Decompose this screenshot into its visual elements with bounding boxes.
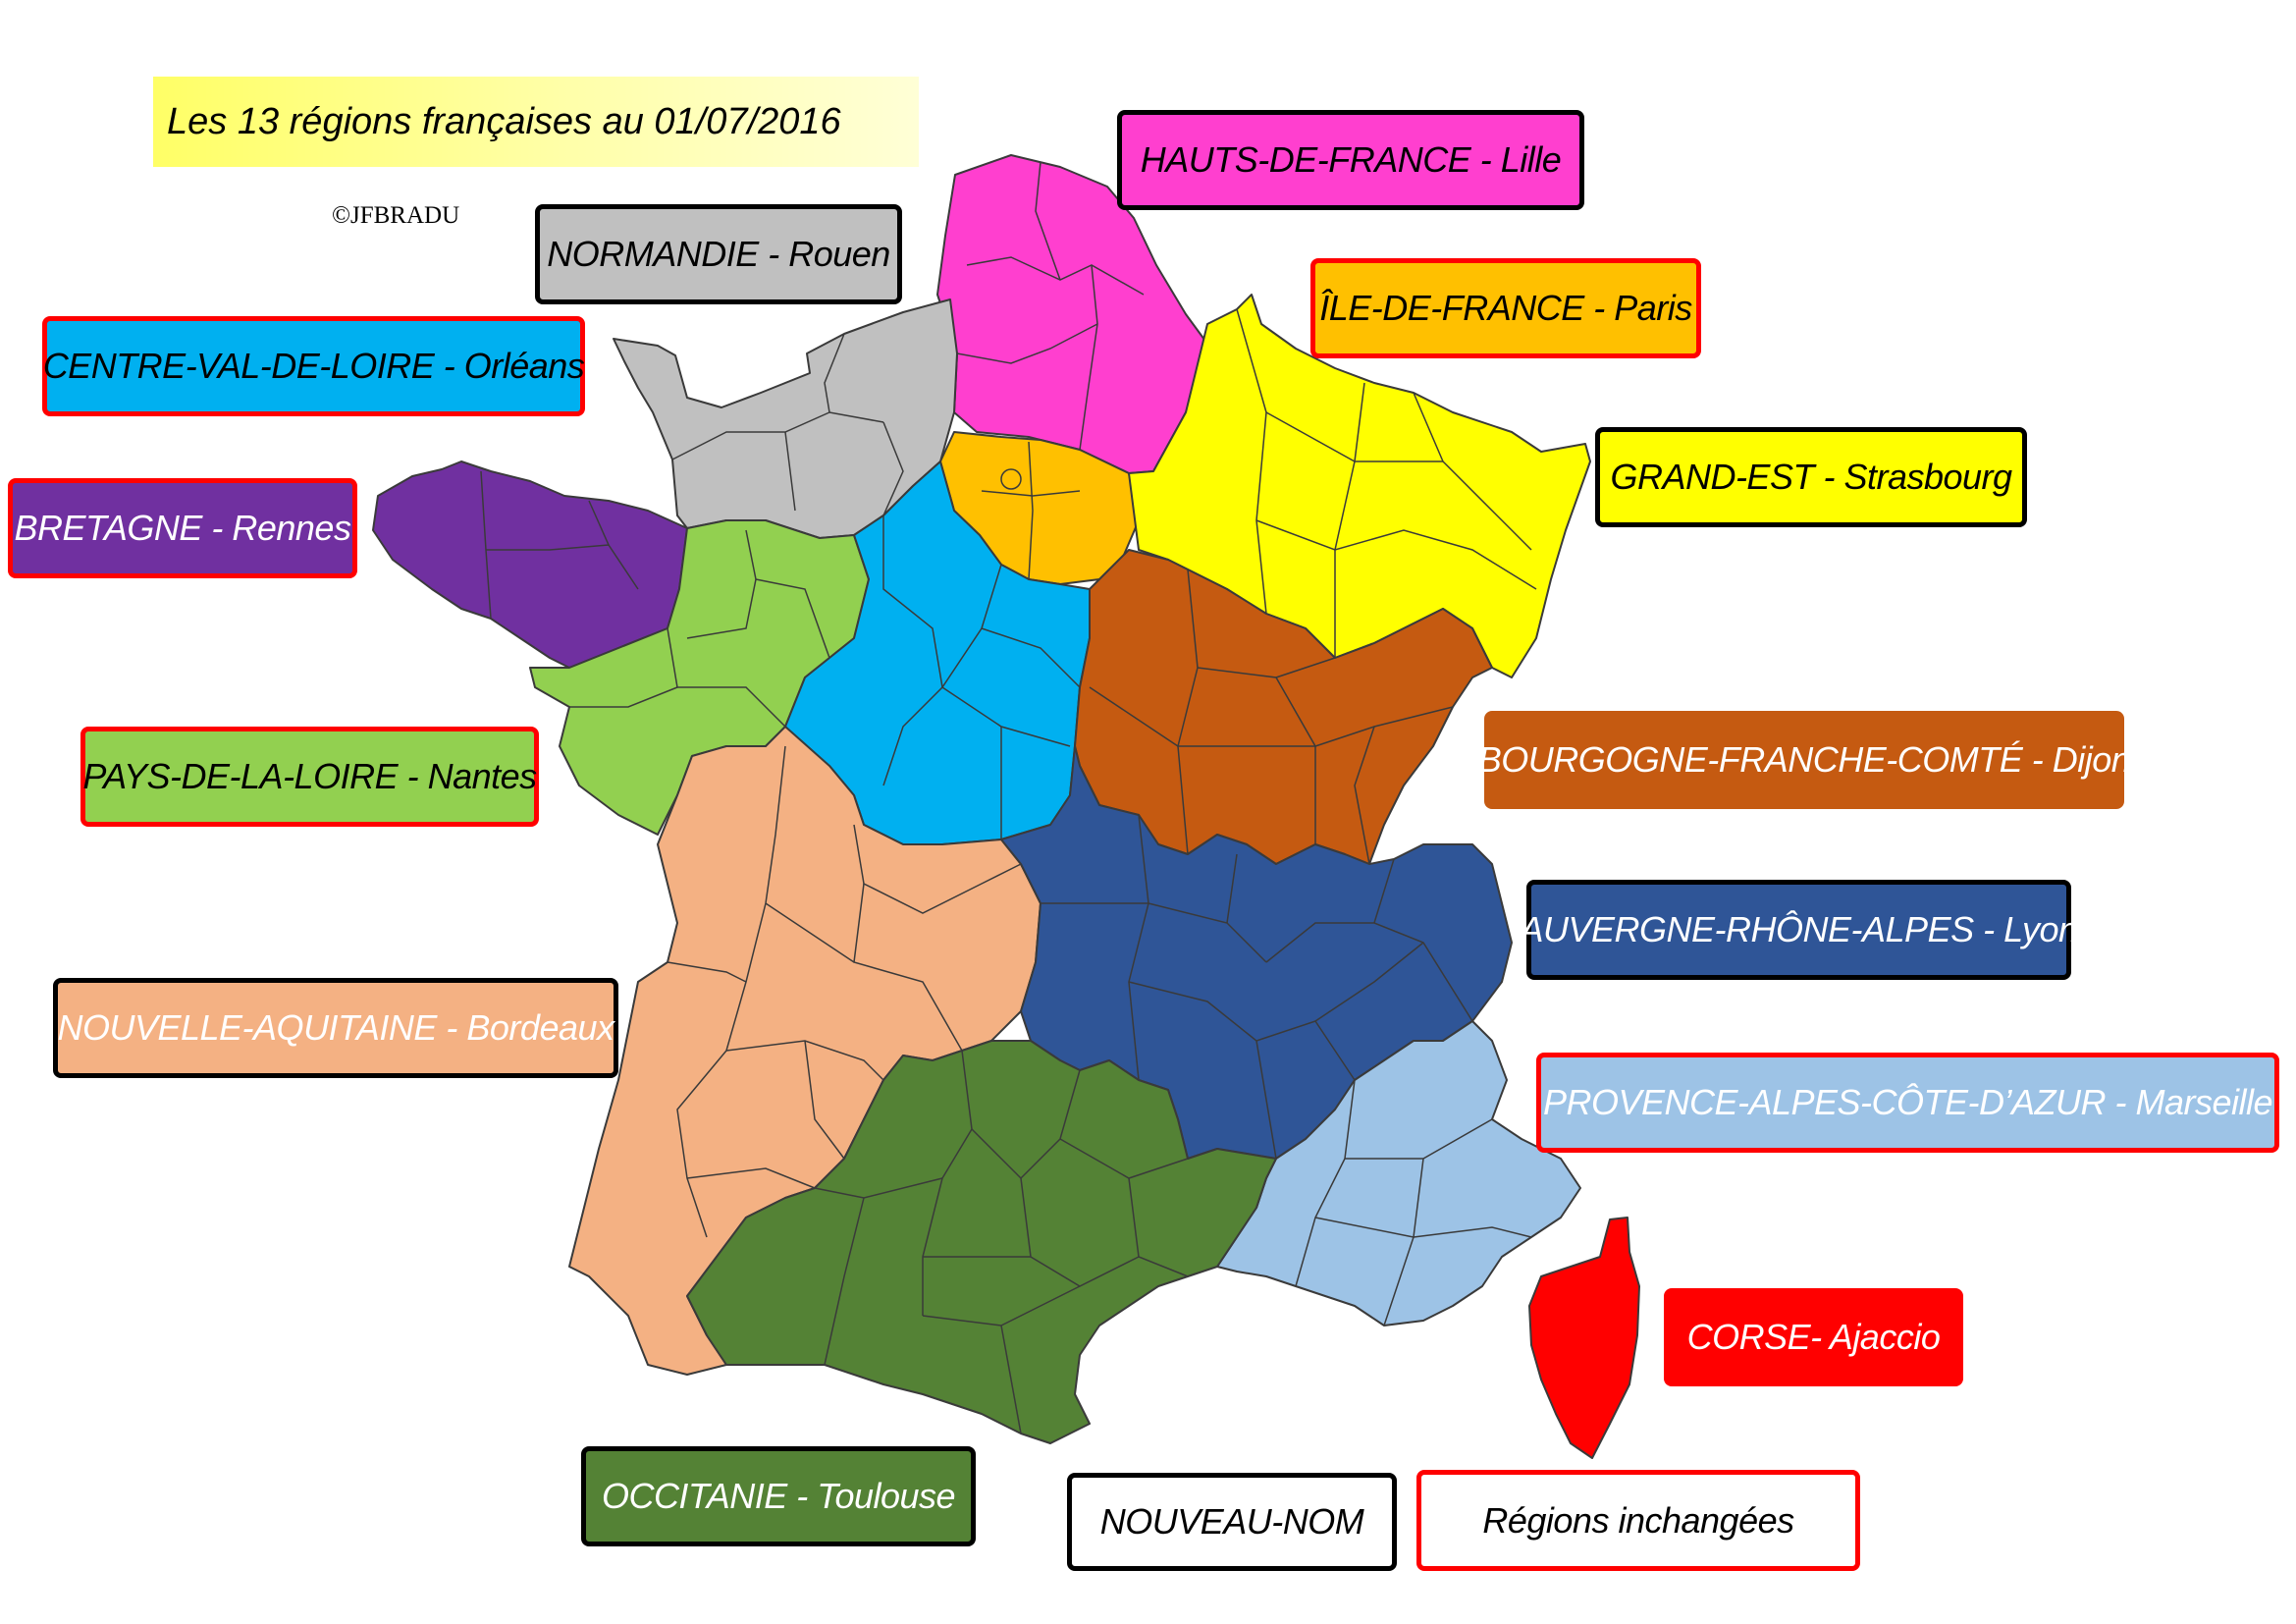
label-bretagne[interactable]: BRETAGNE - Rennes	[8, 478, 357, 578]
label-text: CENTRE-VAL-DE-LOIRE - Orléans	[42, 346, 585, 386]
label-text: BRETAGNE - Rennes	[14, 508, 351, 548]
label-text: PROVENCE-ALPES-CÔTE-D’AZUR - Marseille	[1542, 1082, 2273, 1122]
label-text: AUVERGNE-RHÔNE-ALPES - Lyon	[1520, 909, 2079, 949]
label-pays-de-la-loire[interactable]: PAYS-DE-LA-LOIRE - Nantes	[80, 727, 539, 827]
label-text: NORMANDIE - Rouen	[547, 234, 890, 274]
label-text: ÎLE-DE-FRANCE - Paris	[1319, 288, 1692, 328]
label-hauts-de-france[interactable]: HAUTS-DE-FRANCE - Lille	[1117, 110, 1584, 210]
paca-department-lines	[1295, 1079, 1532, 1326]
map-title: Les 13 régions françaises au 01/07/2016	[153, 77, 919, 167]
label-nouvelle-aquitaine[interactable]: NOUVELLE-AQUITAINE - Bordeaux	[53, 978, 618, 1078]
legend-unchanged-regions: Régions inchangées	[1416, 1470, 1860, 1571]
label-occitanie[interactable]: OCCITANIE - Toulouse	[581, 1446, 976, 1546]
label-normandie[interactable]: NORMANDIE - Rouen	[535, 204, 902, 304]
legend-new-name-text: NOUVEAU-NOM	[1099, 1501, 1364, 1542]
region-corse[interactable]	[1528, 1217, 1640, 1459]
occ-department-lines	[814, 1050, 1189, 1435]
pdl-department-lines	[569, 529, 830, 728]
label-bourgogne-franche-comte[interactable]: BOURGOGNE-FRANCHE-COMTÉ - Dijon	[1478, 711, 2131, 809]
label-grand-est[interactable]: GRAND-EST - Strasbourg	[1595, 427, 2027, 527]
label-ile-de-france[interactable]: ÎLE-DE-FRANCE - Paris	[1310, 258, 1701, 358]
copyright-credit: ©JFBRADU	[332, 202, 460, 229]
label-text: NOUVELLE-AQUITAINE - Bordeaux	[57, 1007, 614, 1048]
label-provence-alpes-cote-d-azur[interactable]: PROVENCE-ALPES-CÔTE-D’AZUR - Marseille	[1536, 1053, 2279, 1153]
cvl-department-lines	[882, 515, 1081, 839]
bfc-department-lines	[1089, 568, 1454, 865]
legend-new-name: NOUVEAU-NOM	[1067, 1473, 1397, 1571]
label-text: CORSE- Ajaccio	[1686, 1317, 1941, 1357]
region-bretagne[interactable]	[372, 460, 688, 669]
label-text: OCCITANIE - Toulouse	[601, 1476, 956, 1516]
label-auvergne-rhone-alpes[interactable]: AUVERGNE-RHÔNE-ALPES - Lyon	[1521, 880, 2078, 980]
label-corse[interactable]: CORSE- Ajaccio	[1664, 1288, 1963, 1386]
label-text: GRAND-EST - Strasbourg	[1610, 457, 2012, 497]
ara-department-lines	[1041, 814, 1473, 1160]
label-text: HAUTS-DE-FRANCE - Lille	[1140, 139, 1562, 180]
ge-department-lines	[1236, 308, 1537, 658]
label-text: BOURGOGNE-FRANCHE-COMTÉ - Dijon	[1477, 739, 2131, 780]
label-text: PAYS-DE-LA-LOIRE - Nantes	[82, 756, 537, 796]
nor-department-lines	[671, 333, 904, 516]
bre-department-lines	[480, 470, 639, 620]
legend-unchanged-text: Régions inchangées	[1482, 1499, 1794, 1541]
label-centre-val-de-loire[interactable]: CENTRE-VAL-DE-LOIRE - Orléans	[42, 316, 585, 416]
naq-department-lines	[667, 745, 1022, 1238]
hdf-department-lines	[956, 161, 1145, 451]
idf-department-lines	[981, 441, 1081, 580]
